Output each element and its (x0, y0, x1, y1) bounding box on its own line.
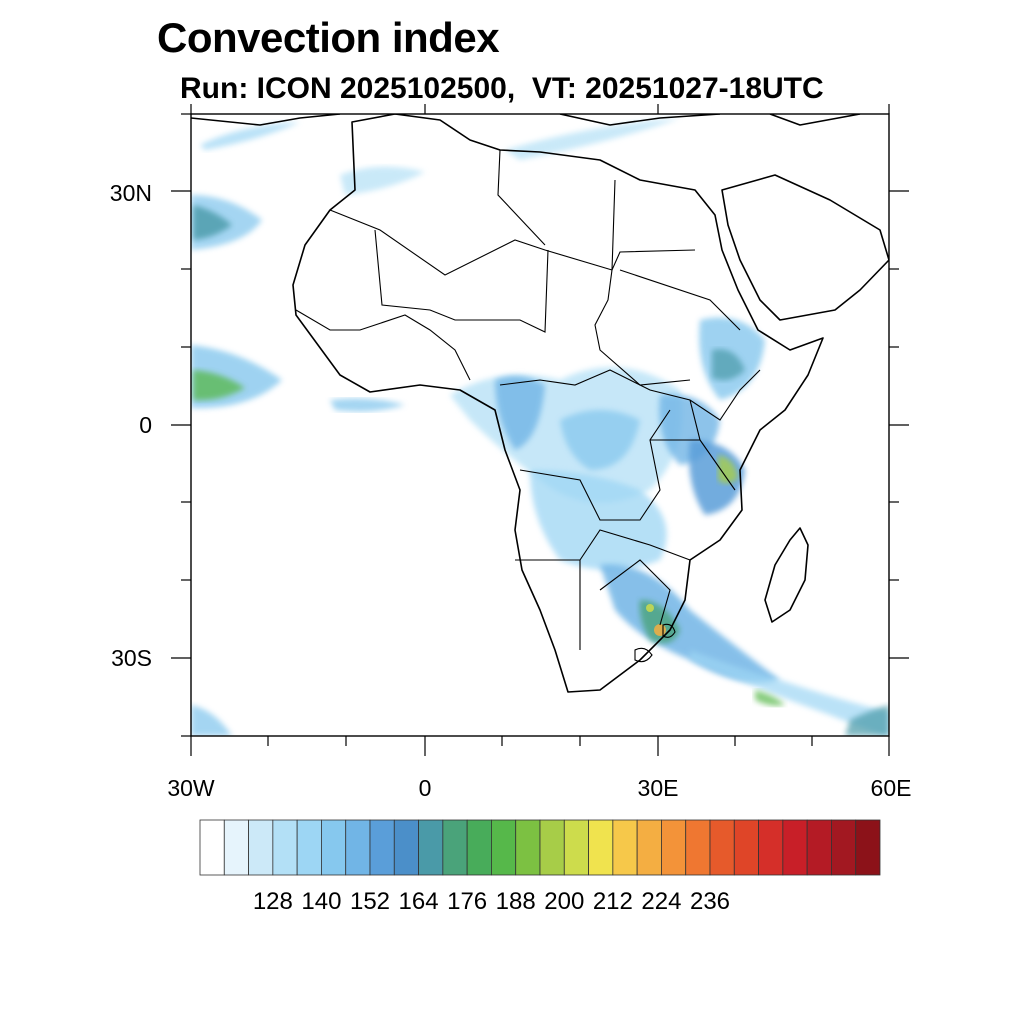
country-borders (295, 149, 761, 663)
colorbar-swatch (491, 819, 517, 876)
colorbar-swatch (685, 819, 711, 876)
lat-label-0: 0 (139, 412, 152, 438)
colorbar-swatch (709, 819, 735, 876)
field-region-tanzania (689, 440, 745, 515)
border-lesotho (634, 647, 653, 663)
border-southern-africa (515, 529, 691, 650)
colorbar-swatch (296, 819, 322, 876)
field-band-guinea (330, 398, 405, 412)
border-east-africa (619, 269, 741, 491)
colorbar-swatch (855, 819, 881, 876)
colorbar-swatch (199, 819, 225, 876)
colorbar-swatch (515, 819, 541, 876)
field-region-cameroon (495, 376, 545, 450)
colorbar-swatch (588, 819, 614, 876)
colorbar-swatch (321, 819, 347, 876)
colorbar-swatch (612, 819, 638, 876)
colorbar-swatch (345, 819, 371, 876)
colorbar-swatch (248, 819, 274, 876)
lon-label-0: 0 (418, 775, 432, 801)
lon-label-30e: 30E (637, 775, 679, 801)
axis-ticks (171, 104, 909, 756)
field-core-indian-ocean (755, 690, 785, 706)
coastline-europe (191, 114, 861, 126)
colorbar-tick-label: 140 (301, 888, 342, 915)
colorbar-swatch (393, 819, 419, 876)
border-west-africa (295, 309, 471, 381)
chart-title: Convection index (157, 14, 500, 61)
field-region-se-africa (600, 564, 780, 683)
colorbar-swatch (806, 819, 832, 876)
colorbar-swatch (369, 819, 395, 876)
border-libya-egypt (497, 149, 691, 386)
border-central-africa (499, 369, 761, 421)
field-band-mediterranean (505, 118, 680, 160)
colorbar-swatch (563, 819, 589, 876)
colorbar-swatch (831, 819, 857, 876)
colorbar-tick-label: 164 (398, 888, 439, 915)
field-hotspot-natal (646, 604, 654, 612)
coastline-arabia (721, 174, 889, 321)
colorbar-swatch (636, 819, 662, 876)
field-core-tropical-atlantic (193, 370, 245, 401)
border-mali-niger (374, 229, 549, 333)
field-hotspot-eswatini (654, 624, 666, 636)
lat-label-30s: 30S (111, 645, 152, 671)
border-eswatini (662, 623, 676, 638)
colorbar-tick-label: 152 (349, 888, 391, 915)
field-band-north (200, 122, 300, 150)
convection-field (191, 118, 889, 736)
coastline-africa (292, 114, 824, 693)
field-band-morocco (340, 166, 425, 195)
colorbar-swatch (272, 819, 298, 876)
colorbar-swatch (223, 819, 249, 876)
colorbar-tick-label: 212 (592, 888, 633, 915)
colorbar-swatch (758, 819, 784, 876)
colorbar (199, 819, 881, 876)
coastlines (191, 114, 889, 693)
border-sahara (329, 209, 696, 276)
lon-label-30w: 30W (167, 775, 215, 801)
colorbar-tick-label: 188 (495, 888, 536, 915)
colorbar-swatch (418, 819, 444, 876)
lon-label-60e: 60E (870, 775, 912, 801)
colorbar-swatch (733, 819, 759, 876)
colorbar-swatch (539, 819, 565, 876)
field-region-congo-core (560, 410, 640, 470)
colorbar-tick-label: 200 (544, 888, 585, 915)
colorbar-tick-label: 176 (447, 888, 488, 915)
colorbar-swatch (442, 819, 468, 876)
colorbar-swatch (661, 819, 687, 876)
colorbar-tick-label: 128 (252, 888, 293, 915)
field-band-indian-ocean (690, 650, 889, 736)
lat-label-30n: 30N (109, 180, 152, 206)
field-blob-sw-corner (191, 705, 232, 736)
field-core-tanzania (718, 455, 738, 484)
field-core-atlantic-nw (193, 205, 232, 240)
colorbar-swatch (466, 819, 492, 876)
colorbar-tick-label: 236 (689, 888, 731, 915)
field-core-ethiopia (712, 349, 745, 381)
field-region-zambia (530, 470, 667, 570)
coastline-madagascar (764, 527, 809, 623)
field-blob-se-corner (845, 705, 889, 736)
colorbar-swatch (782, 819, 808, 876)
chart-subtitle: Run: ICON 2025102500, VT: 20251027-18UTC (180, 72, 824, 105)
colorbar-tick-label: 224 (641, 888, 682, 915)
